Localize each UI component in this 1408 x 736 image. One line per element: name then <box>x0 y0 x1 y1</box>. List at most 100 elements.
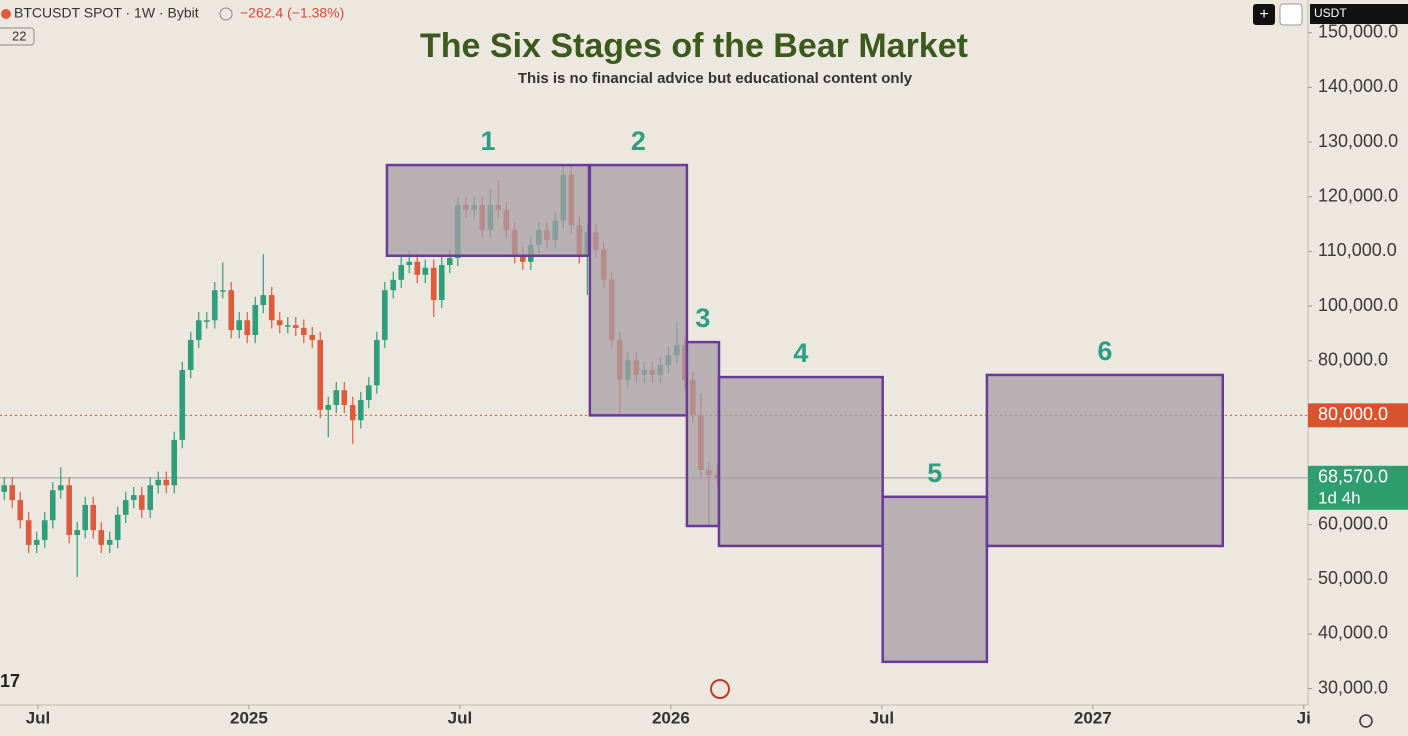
candle-body <box>211 290 218 321</box>
candle-body <box>519 255 526 262</box>
price-countdown: 1d 4h <box>1318 488 1361 507</box>
candle-body <box>309 335 316 340</box>
window-button[interactable] <box>1279 3 1303 26</box>
candle-body <box>406 261 413 266</box>
candle-body <box>333 390 340 405</box>
candle-body <box>25 520 32 545</box>
price-tag-label: 80,000.0 <box>1318 404 1388 424</box>
candle-body <box>147 485 154 510</box>
candle-body <box>438 265 445 301</box>
candle-body <box>382 290 388 340</box>
x-tick-label: 2025 <box>230 708 268 727</box>
stage-label: 5 <box>927 458 942 488</box>
logo: 17 <box>0 671 20 691</box>
y-tick-label: 40,000.0 <box>1318 623 1388 643</box>
candle-body <box>187 339 194 370</box>
price-change: −262.4 (−1.38%) <box>240 5 344 21</box>
candle-body <box>17 500 24 521</box>
candle-body <box>244 320 251 336</box>
indicator-badge[interactable] <box>0 27 35 46</box>
candle-body <box>171 439 178 486</box>
candle-body <box>268 295 275 321</box>
candle-body <box>365 385 372 401</box>
replay-icon[interactable] <box>710 679 730 699</box>
candle-body <box>390 279 397 291</box>
candle-body <box>179 369 186 440</box>
candle-body <box>446 257 453 266</box>
candle-body <box>49 490 56 521</box>
candle-body <box>398 265 405 280</box>
symbol: BTCUSDT SPOT · 1W · Bybit <box>14 5 199 21</box>
candle-body <box>349 404 356 421</box>
candle-body <box>300 327 307 336</box>
candle-body <box>414 261 421 275</box>
price-tag-label: 68,570.0 <box>1318 467 1388 487</box>
candle-body <box>317 339 324 410</box>
candle-body <box>114 514 121 540</box>
candle-body <box>9 485 16 501</box>
stage-box <box>588 163 689 417</box>
candle-body <box>422 267 429 275</box>
currency: USDT <box>1314 6 1347 20</box>
candle-body <box>284 325 291 327</box>
candle-body <box>98 530 105 545</box>
stage-box <box>685 340 721 528</box>
candle-body <box>41 520 48 540</box>
x-tick-label: Jul <box>26 708 51 727</box>
stage-box <box>717 375 884 548</box>
candle-body <box>236 320 243 331</box>
symbol-icon <box>1 9 11 19</box>
candle-body <box>138 495 145 510</box>
y-tick-label: 110,000.0 <box>1318 240 1397 260</box>
candle-body <box>82 504 89 531</box>
indicator-count: 22 <box>12 28 26 43</box>
x-tick-label: 2027 <box>1074 708 1112 727</box>
stage-label: 2 <box>631 126 646 156</box>
y-tick-label: 140,000.0 <box>1318 76 1398 96</box>
stage-box <box>385 163 591 258</box>
currency-tag <box>1310 4 1408 24</box>
x-tick-label: Jul <box>870 708 895 727</box>
candle-body <box>155 479 162 486</box>
candle-body <box>130 495 137 501</box>
status-icon <box>219 7 233 21</box>
candle-body <box>163 479 170 486</box>
x-tick-label: Ji <box>1297 708 1311 727</box>
candle-body <box>122 500 129 515</box>
candle-body <box>260 295 267 305</box>
candle-body <box>276 320 283 326</box>
candle-body <box>57 485 64 491</box>
y-tick-label: 130,000.0 <box>1318 131 1398 151</box>
settings-icon[interactable] <box>1359 714 1373 728</box>
candle-body <box>292 325 299 328</box>
x-tick-label: 2026 <box>652 708 690 727</box>
price-tag <box>1308 403 1408 428</box>
y-tick-label: 100,000.0 <box>1318 295 1398 315</box>
stage-label: 1 <box>480 126 495 156</box>
candle-body <box>228 290 235 331</box>
chart-subtitle: This is no financial advice but educatio… <box>518 70 913 87</box>
candle-body <box>373 339 380 386</box>
stage-label: 4 <box>793 338 808 368</box>
candle-body <box>33 539 40 545</box>
candle-body <box>325 404 332 410</box>
candle-body <box>341 390 348 405</box>
candle-body <box>252 304 259 336</box>
plus-icon: + <box>1259 6 1268 23</box>
candle-body <box>430 267 437 301</box>
y-tick-label: 150,000.0 <box>1318 22 1398 42</box>
add-button[interactable] <box>1253 4 1275 25</box>
y-tick-label: 30,000.0 <box>1318 677 1388 697</box>
chart-title: The Six Stages of the Bear Market <box>420 27 968 65</box>
stage-box <box>985 373 1225 548</box>
y-tick-label: 80,000.0 <box>1318 349 1388 369</box>
candle-body <box>90 504 97 531</box>
candle-body <box>203 320 210 322</box>
candle-body <box>106 539 113 545</box>
candle-body <box>219 290 226 292</box>
price-tag <box>1308 465 1408 510</box>
candle-body <box>74 530 81 536</box>
y-tick-label: 50,000.0 <box>1318 568 1388 588</box>
stage-label: 6 <box>1097 336 1112 366</box>
